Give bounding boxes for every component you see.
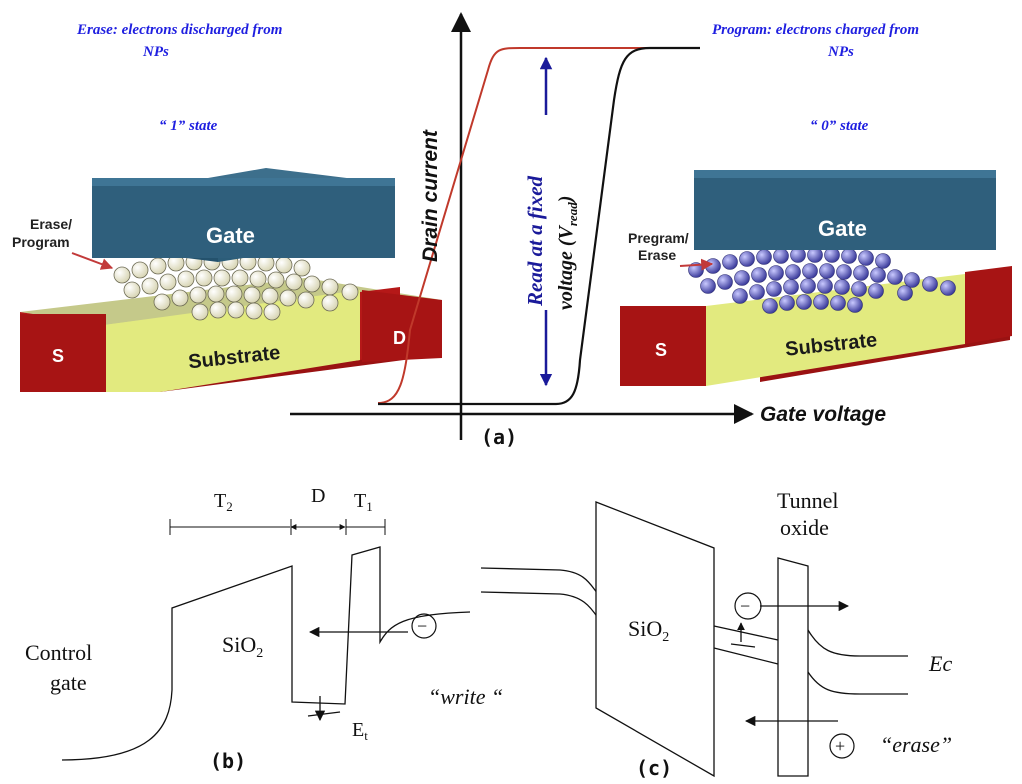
d-label: D (311, 485, 325, 507)
right-gate-face (694, 170, 996, 250)
panel-b-label: (b) (210, 749, 246, 773)
x-axis-label: Gate voltage (760, 403, 886, 426)
tunnel-oxide-label-line2: oxide (780, 515, 829, 540)
left-title-line1: Erase: electrons discharged from (76, 22, 282, 38)
right-gate-label: Gate (818, 216, 867, 241)
hole-plus-c: + (835, 736, 845, 756)
left-drain-label: D (393, 328, 406, 348)
right-arrow-label-line2: Erase (638, 247, 676, 263)
erase-label: “erase” (880, 732, 952, 757)
left-state-label: “ 1” state (159, 118, 218, 134)
sio2-label-b: SiO2 (222, 632, 263, 661)
left-arrow-label-line1: Erase/ (30, 216, 72, 232)
left-gate-top-strip (92, 178, 395, 186)
right-device: S Substrate Gate Pregram/ Erase (620, 170, 1012, 386)
right-band-upper (807, 629, 908, 657)
iv-plot: Drain current Read at a fixed voltage (V… (290, 12, 886, 449)
electron-icon-b (411, 613, 437, 639)
panel-a: Erase: electrons discharged from NPs “ 1… (12, 12, 1012, 449)
read-label-line1: Read at a fixed (523, 175, 547, 307)
left-pointer-arrow (71, 252, 114, 270)
write-label: “write “ (428, 684, 503, 709)
right-pointer-arrow (679, 258, 714, 271)
left-gate-label: Gate (206, 223, 255, 248)
trap-line-lower (713, 647, 779, 665)
panel-c: SiO2 Tunnel oxide − + Ec “erase” (c) (480, 488, 952, 780)
right-title-line1: Program: electrons charged from (712, 22, 919, 38)
sio2-label-c: SiO2 (628, 616, 669, 645)
control-gate-label-line1: Control (25, 640, 92, 665)
panel-c-label: (c) (636, 756, 672, 780)
t2-label: T2 (214, 490, 233, 514)
right-drain-block (965, 266, 1012, 344)
left-device: S D Substrate Gate Erase/ Program (12, 168, 442, 392)
et-label: Et (352, 719, 368, 743)
left-gate-face (92, 178, 395, 258)
control-gate-label-line2: gate (50, 670, 87, 695)
panel-b: T2 D T1 Control gate SiO2 − Et “write “ … (25, 485, 503, 773)
left-arrow-label-line2: Program (12, 234, 70, 250)
electron-minus-b: − (417, 616, 427, 636)
left-title-line2: NPs (142, 44, 169, 60)
tunnel-oxide-block (777, 557, 809, 777)
electron-minus-c: − (740, 596, 750, 616)
read-label-line2: voltage (Vread) (555, 196, 580, 310)
erase-curve (377, 47, 700, 404)
read-label: Read at a fixed voltage (Vread) (516, 115, 580, 310)
right-arrow-label-line1: Pregram/ (628, 230, 689, 246)
left-substrate-front-main (104, 290, 360, 392)
right-nanoparticles (688, 247, 956, 314)
right-source-label: S (655, 340, 667, 360)
hole-icon-c (829, 733, 855, 759)
right-title-line2: NPs (827, 44, 854, 60)
t1-label: T1 (354, 490, 373, 514)
left-source-label: S (52, 346, 64, 366)
program-curve (378, 46, 700, 406)
panel-a-label: (a) (481, 425, 517, 449)
trap-line-upper (713, 625, 779, 641)
sio2-block-c (595, 501, 715, 778)
y-axis-label: Drain current (419, 129, 442, 262)
left-source-block (20, 314, 106, 392)
right-gate-top-strip (694, 170, 996, 178)
control-gate-band (61, 546, 471, 761)
ec-label: Ec (928, 651, 952, 676)
right-source-block (620, 306, 706, 386)
right-state-label: “ 0” state (810, 118, 869, 134)
trap-level (307, 711, 341, 717)
left-drain-block (362, 290, 442, 362)
left-band-upper (480, 567, 599, 595)
left-band-lower (480, 591, 599, 619)
right-band-lower (807, 671, 908, 695)
trap-level-c (730, 643, 756, 648)
tunnel-oxide-label-line1: Tunnel (777, 488, 839, 513)
